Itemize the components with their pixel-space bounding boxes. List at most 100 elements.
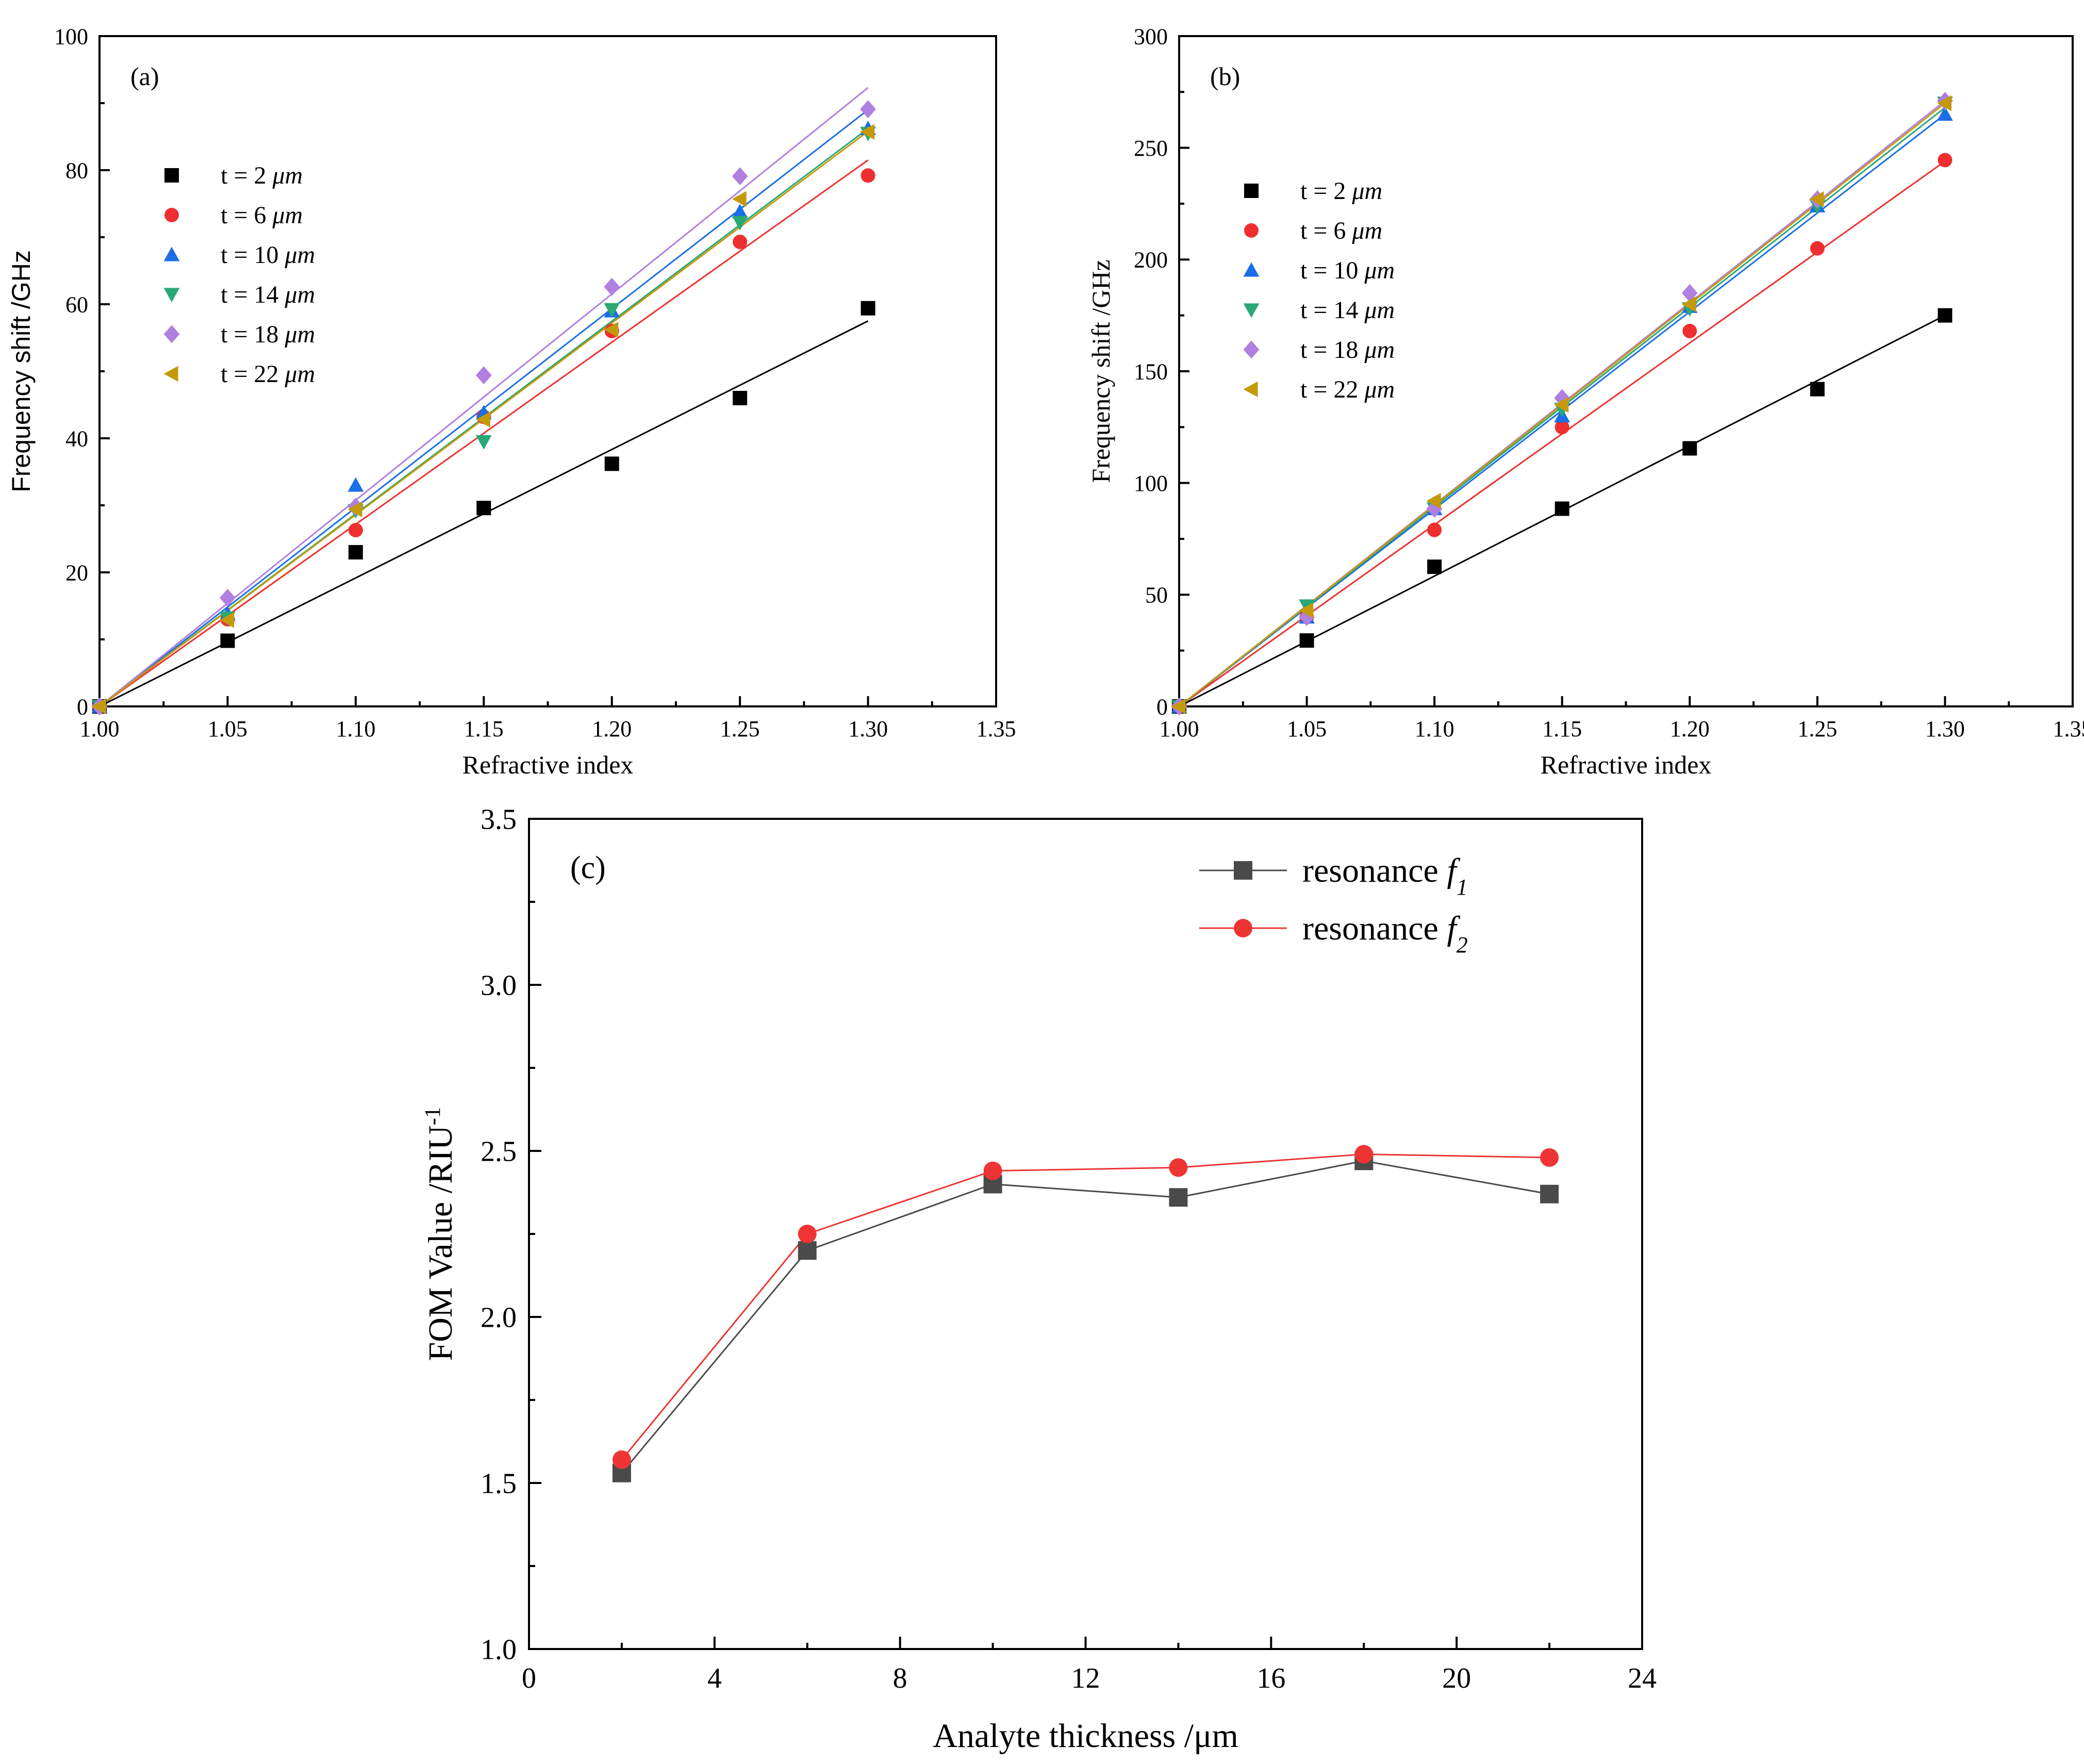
y-tick-label: 1.5 (481, 1468, 517, 1500)
x-tick-label: 1.35 (977, 716, 1016, 741)
legend-label-prefix: t = 6 (1300, 217, 1352, 244)
data-point (1681, 284, 1698, 302)
legend-label-prefix: t = 2 (1300, 177, 1352, 205)
data-point (1554, 501, 1569, 516)
legend-label-unit: μm (284, 281, 315, 308)
x-tick-label: 1.35 (2053, 716, 2084, 741)
legend-label-subscript: 2 (1457, 932, 1468, 958)
data-point (604, 303, 620, 318)
x-tick-label: 1.05 (1287, 716, 1327, 741)
legend-label-prefix: t = 14 (1300, 296, 1364, 324)
y-tick-label: 60 (65, 292, 88, 317)
legend-label-unit: μm (272, 162, 303, 189)
x-tick-label: 0 (522, 1662, 536, 1694)
y-tick-label: 80 (65, 158, 88, 183)
legend-label-prefix: t = 14 (221, 281, 285, 308)
legend-label-unit: μm (1364, 336, 1395, 364)
legend-marker (164, 208, 179, 222)
y-tick-label: 300 (1134, 24, 1168, 49)
data-point (348, 501, 362, 518)
data-point (732, 216, 748, 230)
legend-label-unit: μm (284, 241, 315, 269)
legend-label-unit: μm (284, 360, 315, 388)
x-tick-label: 1.25 (1797, 716, 1837, 741)
data-point (1682, 324, 1697, 338)
data-point (733, 235, 748, 250)
data-point (1540, 1184, 1559, 1204)
x-tick-label: 1.20 (592, 716, 632, 741)
x-tick-label: 16 (1256, 1662, 1285, 1694)
legend-marker (1243, 303, 1260, 318)
legend-label-prefix: t = 18 (1300, 336, 1364, 364)
data-point (1299, 602, 1314, 619)
legend-label-subscript: 1 (1457, 875, 1468, 900)
legend-label: t = 2 μm (221, 162, 303, 189)
y-axis-label: FOM Value /RIU-1 (421, 1107, 460, 1361)
x-tick-label: 1.10 (1415, 716, 1454, 741)
legend-label: resonance f2 (1302, 910, 1468, 958)
data-point (475, 366, 492, 385)
legend-label: t = 6 μm (221, 202, 303, 229)
x-tick-label: 1.00 (80, 716, 120, 741)
data-point (1354, 1145, 1374, 1164)
legend-label: resonance f1 (1302, 852, 1468, 900)
x-tick-label: 1.15 (464, 716, 504, 741)
data-point (1938, 308, 1953, 323)
data-point (860, 124, 875, 140)
x-axis-label: Analyte thickness /μm (933, 1717, 1238, 1755)
data-point (1554, 397, 1569, 413)
data-point (476, 501, 491, 516)
y-tick-label: 0 (1156, 694, 1168, 719)
x-tick-label: 8 (893, 1662, 907, 1694)
legend-label-prefix: t = 2 (221, 162, 272, 189)
data-point (1810, 241, 1825, 256)
data-point (220, 588, 236, 607)
legend-label-unit: μm (1364, 257, 1395, 284)
series-line (621, 1160, 1550, 1474)
data-point (732, 204, 748, 219)
chart-panel-b: 1.00 1.05 1.10 1.15 1.20 1.25 1.30 1.35 0 50 100 15… (1086, 24, 2084, 779)
panel-label: (b) (1210, 62, 1240, 91)
data-point (1938, 153, 1953, 168)
y-tick-label: 100 (1134, 471, 1168, 496)
legend-label: t = 14 μm (1300, 296, 1395, 324)
x-tick-label: 1.20 (1670, 716, 1710, 741)
panel-label: (c) (570, 850, 606, 885)
legend-marker (1234, 919, 1252, 937)
legend-label: t = 18 μm (221, 321, 315, 348)
legend-label-unit: μm (272, 202, 303, 229)
legend-marker (1243, 262, 1260, 277)
legend-marker (1244, 223, 1259, 238)
data-point (1426, 500, 1443, 518)
legend-marker (1234, 861, 1252, 880)
y-tick-label: 100 (54, 24, 88, 49)
data-point (1682, 441, 1697, 456)
data-point (1427, 522, 1442, 537)
legend-label-unit: μm (1364, 376, 1395, 403)
legend-label: t = 6 μm (1300, 217, 1382, 244)
legend-marker (1243, 340, 1260, 359)
y-tick-label: 2.5 (481, 1136, 517, 1168)
legend-marker (1243, 381, 1258, 398)
legend-marker (163, 325, 180, 343)
legend-marker (163, 288, 180, 303)
legend-label: t = 18 μm (1300, 336, 1395, 364)
legend-label: t = 22 μm (221, 360, 315, 388)
legend-label-prefix: t = 22 (1300, 376, 1364, 403)
data-point (1169, 1158, 1188, 1177)
data-point (348, 545, 363, 559)
legend-label-text: resonance (1302, 852, 1447, 889)
legend-label-prefix: t = 10 (221, 241, 285, 269)
legend-label-prefix: t = 18 (221, 321, 285, 348)
data-point (983, 1161, 1002, 1180)
legend-label: t = 2 μm (1300, 177, 1382, 205)
legend-label-prefix: t = 22 (221, 360, 285, 388)
x-axis-label: Refractive index (462, 750, 634, 779)
data-point (1810, 382, 1825, 397)
legend-marker (164, 168, 179, 183)
x-tick-label: 1.10 (336, 716, 375, 741)
data-point (1809, 191, 1824, 207)
y-tick-label: 50 (1145, 583, 1168, 608)
